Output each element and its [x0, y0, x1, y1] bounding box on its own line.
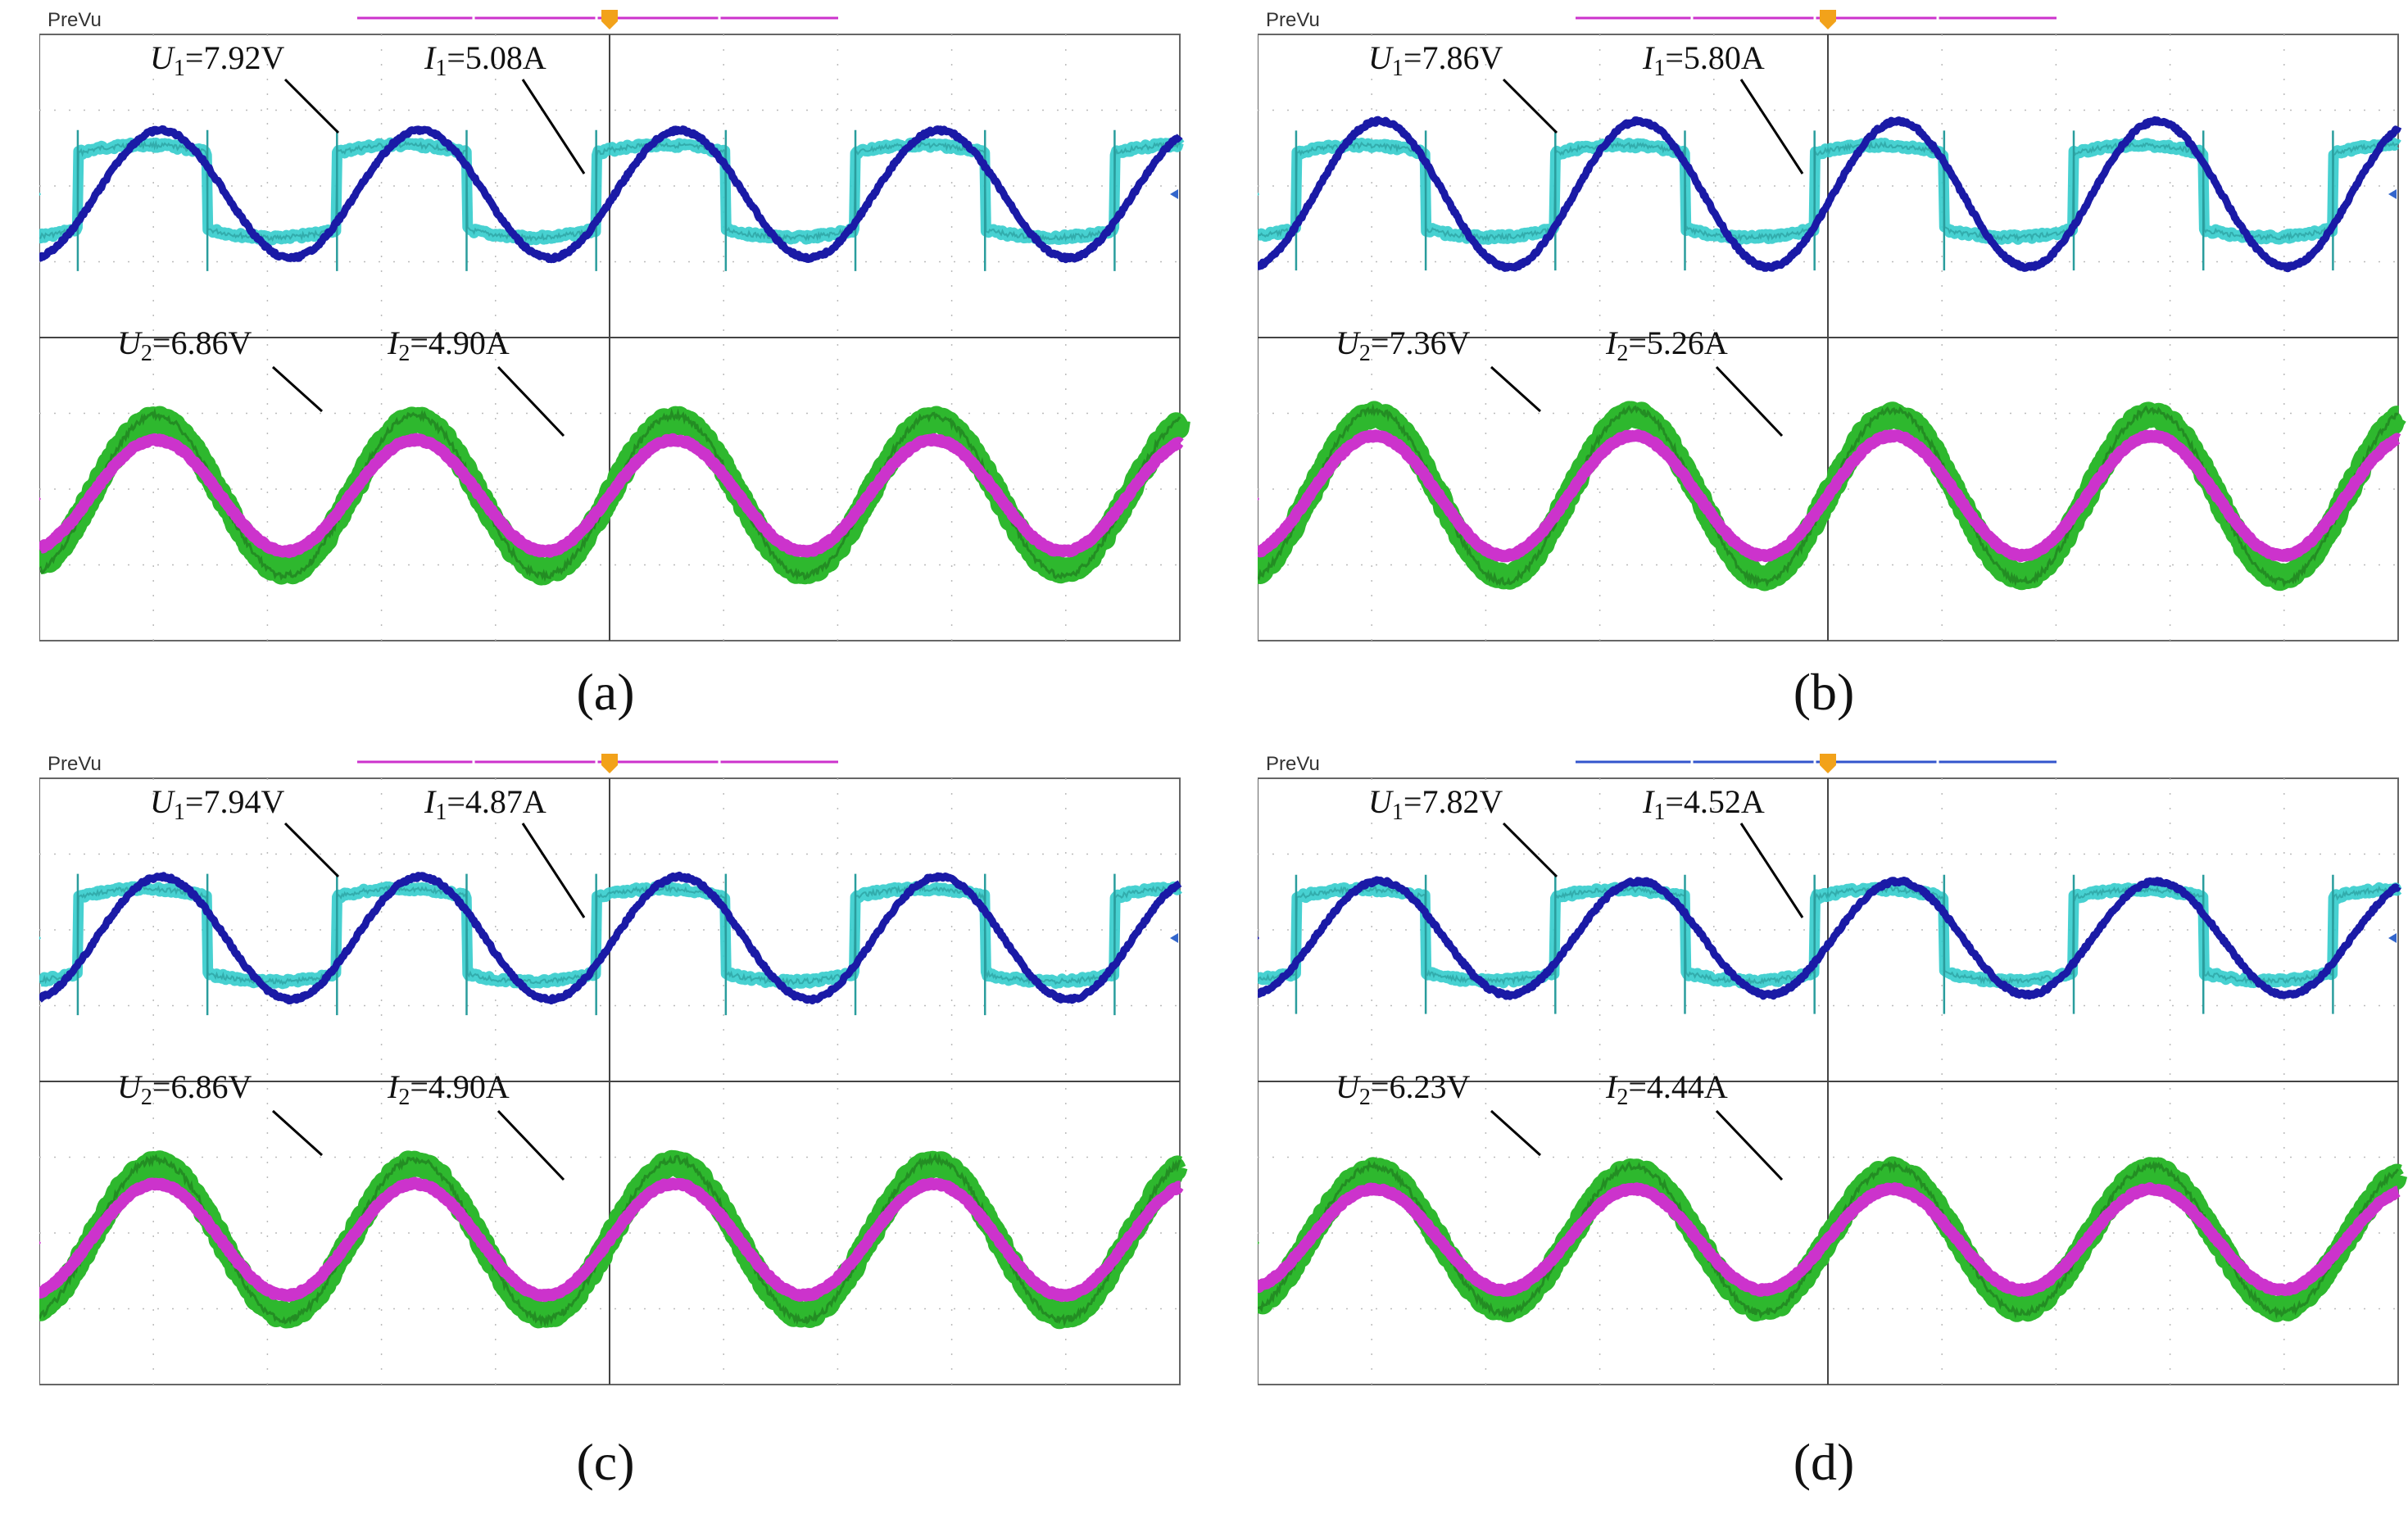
- label-u1: U1=7.92V: [150, 39, 284, 81]
- oscilloscope-a: TekPreVu23U1=7.92VI1=5.08AU2=6.86VI2=4.9…: [39, 10, 1190, 641]
- bottom-channel-badge: 4: [1258, 1240, 1259, 1245]
- waveform-i2: [1258, 1182, 2403, 1297]
- label-i2-leader: [1715, 1109, 1784, 1181]
- oscilloscope-c: TekPreVu23U1=7.94VI1=4.87AU2=6.86VI2=4.9…: [39, 754, 1190, 1385]
- label-u1: U1=7.86V: [1368, 39, 1503, 81]
- subplot-label-c: (c): [576, 1433, 635, 1491]
- label-i1-leader: [1739, 79, 1804, 175]
- subplot-label-d: (d): [1793, 1433, 1855, 1491]
- label-u1: U1=7.82V: [1368, 783, 1503, 825]
- top-channel-badge: 2: [39, 936, 41, 941]
- scope-panel-c: TekPreVu23U1=7.94VI1=4.87AU2=6.86VI2=4.9…: [39, 754, 1219, 1393]
- label-i2: I2=4.44A: [1605, 1068, 1728, 1110]
- label-i1-leader: [521, 79, 586, 175]
- label-i1: I1=5.08A: [424, 39, 546, 81]
- waveform-u1: [1258, 874, 2402, 1014]
- label-i1-leader: [1739, 823, 1804, 918]
- waveform-i2: [39, 1176, 1185, 1303]
- label-u2: U2=7.36V: [1336, 324, 1470, 366]
- label-i1: I1=4.52A: [1642, 783, 1765, 825]
- label-i2-leader: [497, 1109, 565, 1181]
- scope-panel-b: TekPreVu23U1=7.86VI1=5.80AU2=7.36VI2=5.2…: [1258, 10, 2408, 649]
- top-channel-badge: 2: [39, 192, 41, 197]
- bottom-channel-badge: 3: [39, 1240, 41, 1245]
- label-u2-leader: [271, 365, 324, 413]
- label-u2: U2=6.86V: [117, 1068, 252, 1110]
- oscilloscope-d: TekPreVu14U1=7.82VI1=4.52AU2=6.23VI2=4.4…: [1258, 754, 2408, 1385]
- top-channel-badge: 2: [1258, 192, 1259, 197]
- waveform-i1: [39, 871, 1182, 1005]
- label-u2: U2=6.23V: [1336, 1068, 1470, 1110]
- label-i1: I1=4.87A: [424, 783, 546, 825]
- label-u1-leader: [283, 822, 340, 878]
- scope-panel-d: TekPreVu14U1=7.82VI1=4.52AU2=6.23VI2=4.4…: [1258, 754, 2408, 1393]
- label-i1-leader: [521, 823, 586, 918]
- subplot-label-a: (a): [576, 663, 635, 721]
- oscilloscope-b: TekPreVu23U1=7.86VI1=5.80AU2=7.36VI2=5.2…: [1258, 10, 2408, 641]
- label-i2-leader: [497, 365, 565, 437]
- waveform-i1: [1258, 876, 2401, 1000]
- scope-panel-a: TekPreVu23U1=7.92VI1=5.08AU2=6.86VI2=4.9…: [39, 10, 1219, 649]
- header-mode: PreVu: [1266, 10, 1320, 31]
- header-mode: PreVu: [48, 754, 102, 775]
- waveform-u1: [1258, 130, 2402, 271]
- waveform-i1: [39, 125, 1183, 264]
- waveform-u1: [39, 873, 1184, 1016]
- subplot-label-b: (b): [1793, 663, 1855, 721]
- waveform-u1: [39, 129, 1185, 271]
- label-u2-leader: [1490, 1109, 1542, 1157]
- label-i2: I2=5.26A: [1605, 324, 1728, 366]
- label-u2-leader: [1490, 365, 1542, 413]
- label-u1: U1=7.94V: [150, 783, 284, 825]
- waveform-i1: [1258, 116, 2402, 273]
- label-u1-leader: [1502, 822, 1558, 878]
- header-mode: PreVu: [1266, 754, 1320, 775]
- label-u1-leader: [283, 78, 340, 134]
- label-u1-leader: [1502, 78, 1558, 134]
- header-mode: PreVu: [48, 10, 102, 31]
- label-u2-leader: [271, 1109, 324, 1157]
- label-i2-leader: [1715, 365, 1784, 437]
- offset-arrow-icon: [2388, 189, 2397, 199]
- label-u2: U2=6.86V: [117, 324, 252, 366]
- waveform-i2: [39, 433, 1185, 559]
- label-i2: I2=4.90A: [387, 1068, 510, 1110]
- waveform-i2: [1258, 429, 2403, 563]
- offset-arrow-icon: [2388, 933, 2397, 943]
- bottom-channel-badge: 3: [39, 496, 41, 501]
- label-i1: I1=5.80A: [1642, 39, 1765, 81]
- top-channel-badge: 1: [1258, 936, 1259, 941]
- bottom-channel-badge: 3: [1258, 496, 1259, 501]
- label-i2: I2=4.90A: [387, 324, 510, 366]
- offset-arrow-icon: [1170, 933, 1178, 943]
- offset-arrow-icon: [1170, 189, 1178, 199]
